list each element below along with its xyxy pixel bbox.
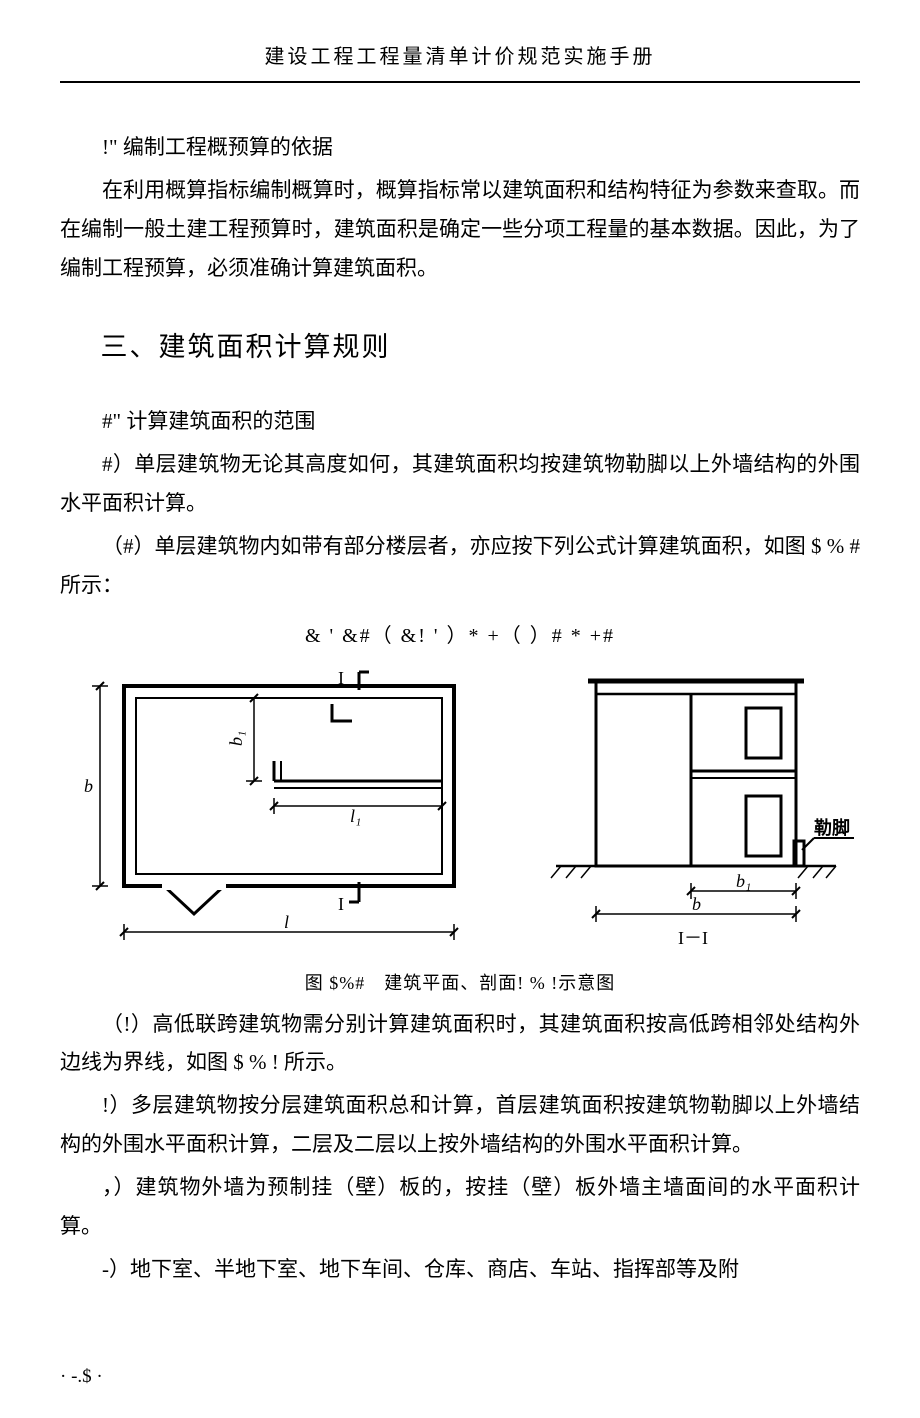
p4: #）单层建筑物无论其高度如何，其建筑面积均按建筑物勒脚以上外墙结构的外围水平面积… bbox=[60, 445, 860, 523]
section-title: 三、建筑面积计算规则 bbox=[60, 325, 860, 364]
p3-marker: #" 计算建筑面积的范围 bbox=[60, 402, 860, 441]
page-header: 建设工程工程量清单计价规范实施手册 bbox=[60, 40, 860, 83]
label-I-bottom: I bbox=[338, 894, 344, 914]
label-b: b bbox=[84, 776, 93, 796]
label-b1: b₁ bbox=[226, 730, 246, 745]
p1-marker: !" 编制工程概预算的依据 bbox=[60, 128, 860, 167]
p2: 在利用概算指标编制概算时，概算指标常以建筑面积和结构特征为参数来查取。而在编制一… bbox=[60, 171, 860, 288]
header-title: 建设工程工程量清单计价规范实施手册 bbox=[265, 46, 656, 68]
p7: !）多层建筑物按分层建筑面积总和计算，首层建筑面积按建筑物勒脚以上外墙结构的外围… bbox=[60, 1086, 860, 1164]
label-I-top: I bbox=[338, 668, 344, 688]
label-l1: l₁ bbox=[350, 806, 361, 826]
page-number: · -.$ · bbox=[60, 1366, 103, 1388]
figure-row: I I l l₁ b b₁ bbox=[60, 666, 860, 951]
label-section-II: I－I bbox=[678, 928, 708, 948]
p9: -）地下室、半地下室、地下车间、仓库、商店、车站、指挥部等及附 bbox=[60, 1250, 860, 1289]
label-lejiao: 勒脚 bbox=[814, 817, 850, 838]
label-l: l bbox=[284, 912, 289, 932]
figure-section: 勒脚 b₁ b I－I bbox=[546, 666, 856, 951]
label-sec-b1: b₁ bbox=[736, 871, 751, 891]
figure-caption: 图 $%# 建筑平面、剖面! % !示意图 bbox=[60, 969, 860, 995]
p6: （!）高低联跨建筑物需分别计算建筑面积时，其建筑面积按高低跨相邻处结构外边线为界… bbox=[60, 1005, 860, 1083]
p8: ，）建筑物外墙为预制挂（壁）板的，按挂（壁）板外墙主墙面间的水平面积计算。 bbox=[60, 1168, 860, 1246]
label-sec-b: b bbox=[692, 894, 701, 914]
formula: & ' &#（ &! ' ）* +（ ）# * +# bbox=[60, 619, 860, 648]
p5: （#）单层建筑物内如带有部分楼层者，亦应按下列公式计算建筑面积，如图 $ % #… bbox=[60, 527, 860, 605]
figure-plan: I I l l₁ b b₁ bbox=[64, 666, 494, 951]
